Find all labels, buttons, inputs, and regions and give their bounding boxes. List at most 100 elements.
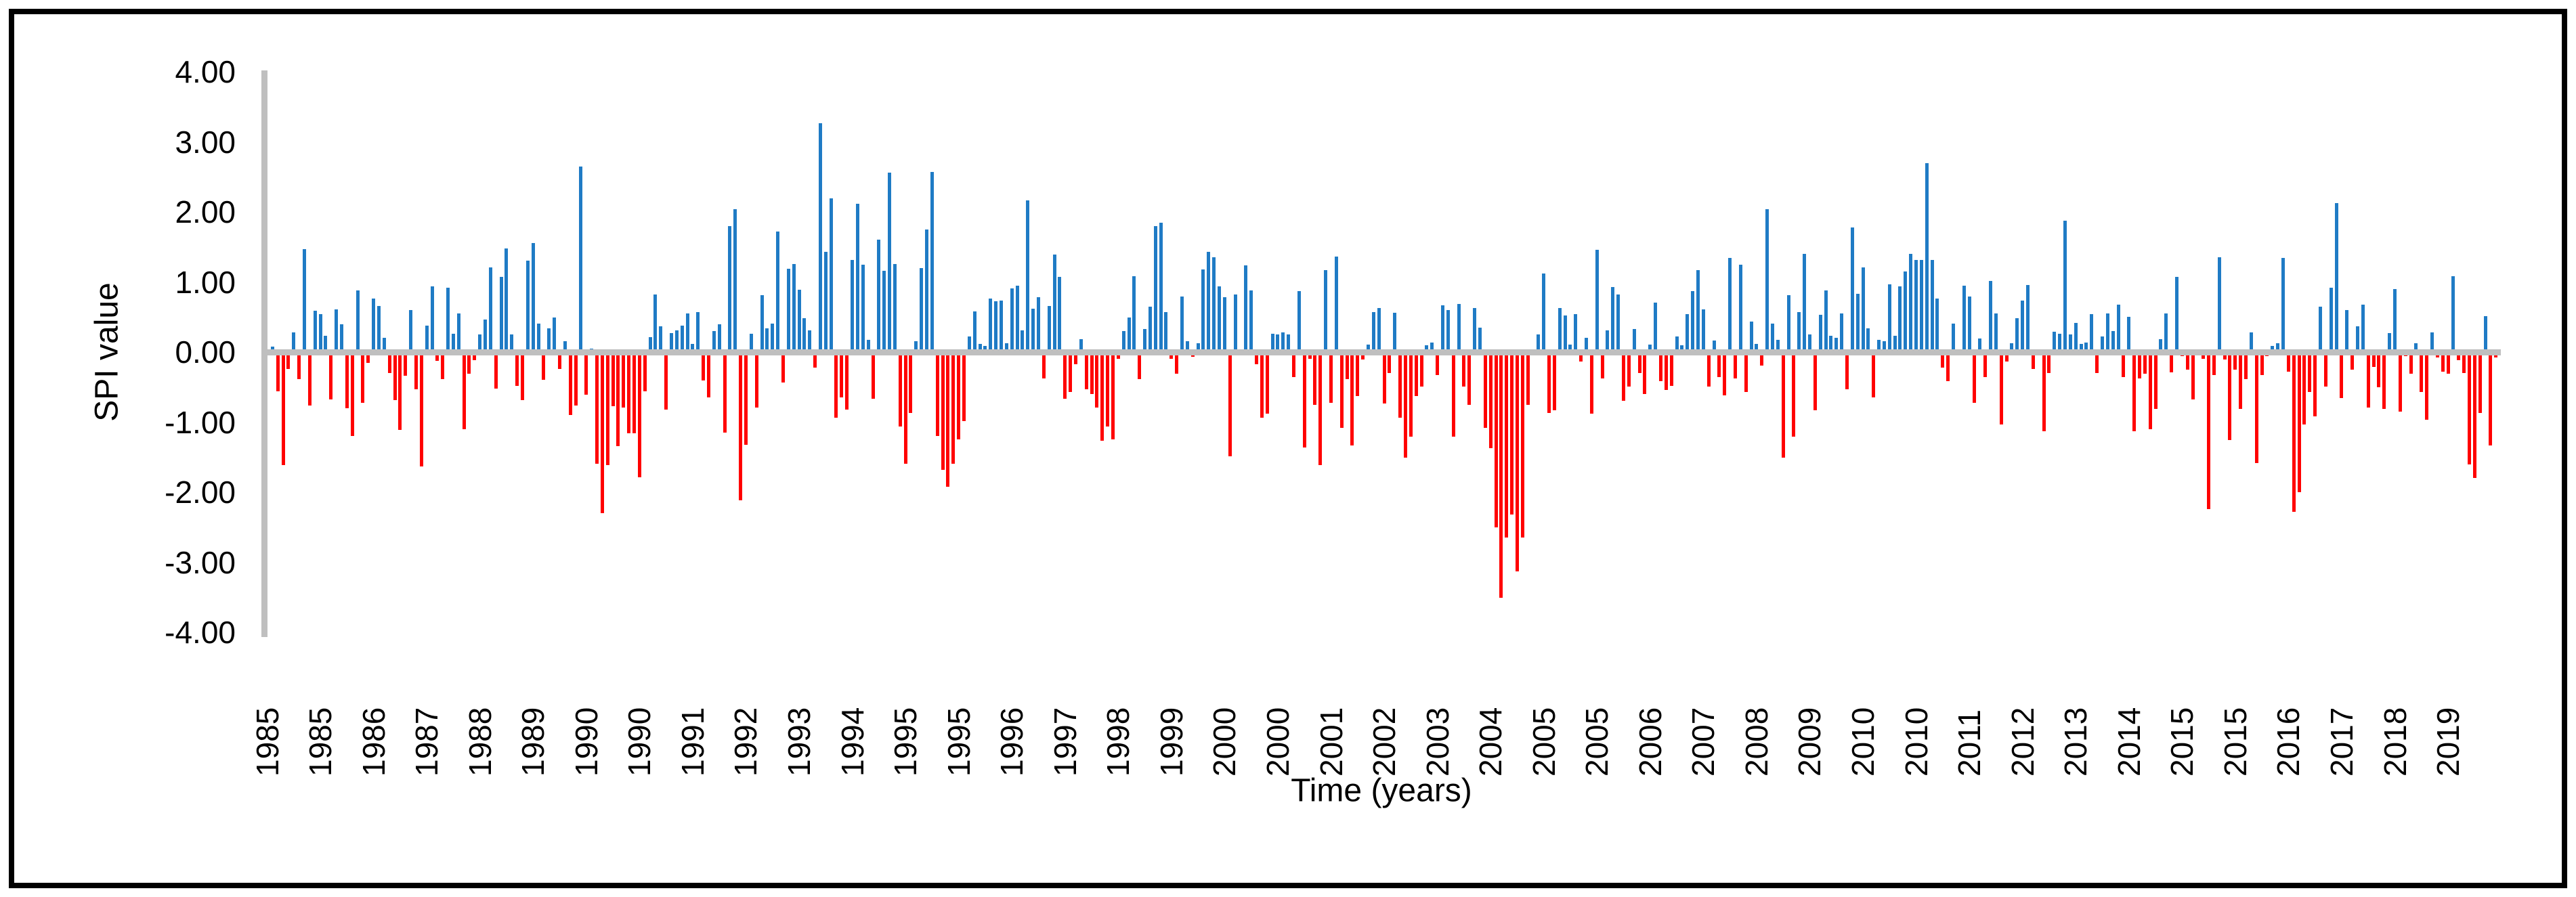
- bar: [898, 352, 902, 426]
- bar: [456, 313, 460, 352]
- bar: [2297, 352, 2301, 492]
- bar: [877, 240, 881, 352]
- bar: [1914, 260, 1918, 352]
- bar: [1409, 352, 1413, 437]
- bar: [1467, 352, 1472, 405]
- bar: [404, 352, 408, 376]
- bar: [1451, 352, 1455, 437]
- bar: [1169, 352, 1174, 359]
- bar: [1861, 267, 1865, 352]
- bar: [1058, 277, 1062, 352]
- bar: [281, 352, 285, 465]
- bar: [1270, 334, 1274, 352]
- x-tick-label: 2005: [1579, 707, 1615, 776]
- bar: [2174, 277, 2178, 352]
- bar: [361, 352, 365, 403]
- bar: [1691, 290, 1695, 352]
- x-tick-label: 2010: [1845, 707, 1881, 776]
- bar: [1600, 352, 1604, 379]
- bar: [1717, 352, 1721, 378]
- bar: [1249, 290, 1253, 352]
- bar: [2122, 352, 2126, 378]
- bar: [1760, 352, 1764, 366]
- bar: [1302, 352, 1306, 447]
- bar: [1941, 352, 1945, 368]
- bar: [1537, 334, 1541, 352]
- bar: [478, 334, 482, 352]
- bar: [382, 338, 386, 352]
- bar: [723, 352, 727, 433]
- bar: [1260, 352, 1264, 418]
- bar: [1185, 341, 1189, 352]
- bar: [1744, 352, 1748, 392]
- bar: [2084, 342, 2088, 352]
- x-tick-label: 2012: [2004, 707, 2040, 776]
- bar: [1728, 258, 1732, 352]
- bar: [521, 352, 525, 401]
- x-tick-label: 2019: [2430, 707, 2466, 776]
- bar: [1073, 352, 1077, 364]
- x-axis-line: [261, 349, 2501, 355]
- bar: [1723, 352, 1727, 396]
- bar: [393, 352, 397, 401]
- bar: [1818, 315, 1822, 352]
- bar: [1440, 305, 1444, 352]
- bar: [584, 352, 588, 395]
- bar: [1095, 352, 1099, 408]
- bar: [1175, 352, 1179, 374]
- bar: [1632, 328, 1636, 352]
- bar: [1893, 336, 1897, 352]
- y-tick-label: -4.00: [165, 615, 236, 650]
- bar: [717, 324, 721, 352]
- bar: [1036, 297, 1040, 352]
- bar: [712, 330, 716, 352]
- bar: [1526, 352, 1530, 405]
- bar: [494, 352, 498, 389]
- bar: [1430, 342, 1434, 352]
- bar: [1919, 260, 1923, 352]
- bar: [2350, 352, 2355, 370]
- bar: [2281, 258, 2285, 352]
- bar: [1010, 288, 1014, 352]
- y-tick-label: 4.00: [175, 54, 236, 89]
- bar: [1797, 312, 1801, 352]
- bar: [1611, 286, 1615, 352]
- bar: [2148, 352, 2152, 429]
- bar: [579, 166, 583, 352]
- bar: [2212, 352, 2216, 376]
- bar: [1414, 352, 1418, 397]
- bar: [802, 318, 807, 352]
- x-tick-label: 2018: [2377, 707, 2413, 776]
- bar: [696, 312, 700, 352]
- bar: [2356, 326, 2359, 352]
- bar: [1153, 225, 1157, 352]
- bar: [1786, 295, 1790, 352]
- bar: [1803, 254, 1807, 352]
- bar: [1999, 352, 2003, 424]
- bar: [2079, 343, 2083, 352]
- bar: [914, 341, 918, 352]
- bar: [2478, 352, 2482, 414]
- bar: [983, 345, 987, 352]
- bar: [2074, 322, 2078, 352]
- bar: [1824, 290, 1828, 352]
- bar: [1648, 344, 1652, 352]
- bar: [2409, 352, 2413, 374]
- bar: [632, 352, 636, 434]
- bar: [286, 352, 291, 369]
- bar: [706, 352, 710, 398]
- bar: [1616, 294, 1620, 352]
- bar: [680, 325, 684, 352]
- y-tick-label: -2.00: [165, 475, 236, 510]
- bar: [643, 352, 647, 391]
- bar: [2254, 352, 2258, 463]
- bar: [1547, 352, 1551, 414]
- bar: [2111, 330, 2115, 352]
- bar: [1127, 318, 1131, 352]
- bar: [1021, 330, 1025, 352]
- bar: [786, 268, 790, 352]
- bar: [829, 198, 833, 352]
- bar: [1840, 313, 1844, 352]
- bar: [1935, 299, 1939, 352]
- bar: [1116, 352, 1120, 359]
